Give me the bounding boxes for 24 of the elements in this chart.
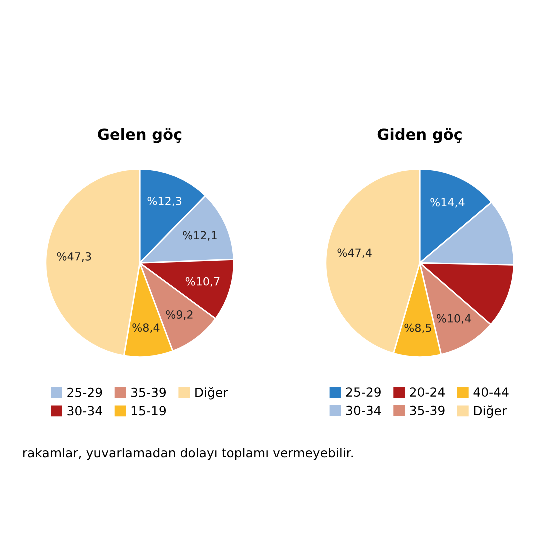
legend-label: 25-29 [68, 388, 102, 398]
legend-label: 15-19 [132, 406, 166, 416]
data-label: %47,4 [338, 248, 372, 258]
legend-label: 35-39 [132, 388, 166, 398]
legend-label: 25-29 [346, 388, 381, 398]
legend-label: 40-44 [474, 388, 509, 398]
data-label: %9,2 [166, 310, 193, 320]
data-label: %10,4 [436, 314, 472, 324]
data-label: %10,7 [186, 277, 220, 287]
legend-label: 35-39 [410, 406, 445, 416]
data-label: %12,3 [148, 197, 182, 207]
legend-label: 30-34 [68, 406, 102, 416]
data-label: %12,1 [183, 231, 217, 241]
chart-title: Gelen göç [98, 128, 182, 144]
data-label: %8,5 [404, 324, 432, 334]
text: rakamlar, yuvarlamadan dolayı toplamı vermeyebilir. [24, 448, 353, 460]
data-label: %47,3 [57, 252, 92, 262]
data-label: %8,4 [132, 324, 160, 334]
chart-title: Giden göç [378, 128, 462, 144]
legend-label: Diğer [474, 406, 508, 418]
legend-label: Diğer [196, 387, 228, 400]
legend-label: 20-24 [410, 388, 445, 398]
legend-label: 30-34 [346, 406, 382, 416]
data-label: %14,4 [430, 198, 465, 208]
